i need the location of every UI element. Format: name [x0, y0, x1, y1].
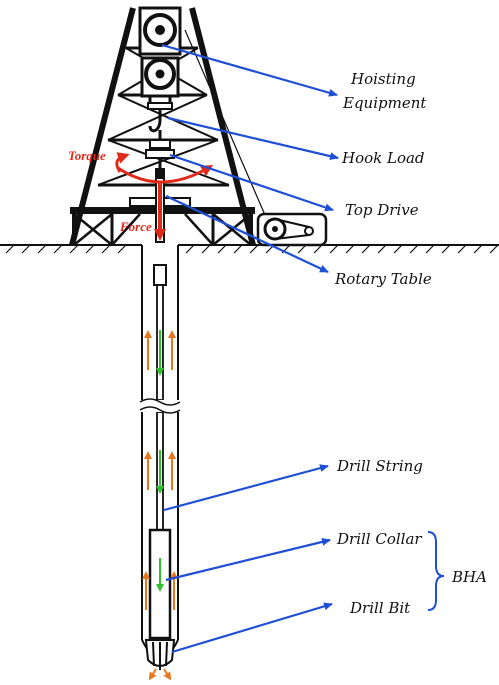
torque-label: Torque	[68, 148, 106, 163]
annulus-flow-arrows	[142, 330, 178, 681]
torque-arrow	[115, 152, 214, 184]
force-label: Force	[119, 219, 152, 234]
drill-string-pipe	[153, 264, 167, 531]
leader-hoisting	[161, 43, 338, 97]
leader-hook-load	[167, 116, 339, 161]
label-hoisting-line1: Hoisting	[350, 70, 416, 88]
depth-break	[139, 398, 181, 414]
crown-block	[138, 6, 182, 56]
leader-arrows	[161, 43, 339, 654]
label-drill-collar: Drill Collar	[336, 530, 422, 548]
drawworks	[256, 212, 328, 247]
label-hoisting-line2: Equipment	[342, 94, 427, 112]
top-drive-unit	[145, 130, 175, 180]
label-drill-string: Drill String	[336, 457, 423, 475]
traveling-block	[140, 56, 180, 110]
label-rotary-table: Rotary Table	[334, 270, 432, 288]
label-bha: BHA	[451, 568, 487, 586]
label-drill-bit: Drill Bit	[349, 599, 411, 617]
ground-surface	[0, 244, 499, 254]
leader-drill-bit	[171, 602, 333, 654]
wellbore	[141, 245, 179, 659]
label-top-drive: Top Drive	[345, 201, 419, 219]
drill-bit	[144, 639, 176, 670]
leader-drill-string	[163, 464, 329, 512]
leader-drill-collar	[165, 538, 331, 582]
leader-rotary-table	[165, 195, 329, 273]
bha-brace	[427, 531, 445, 611]
label-hook-load: Hook Load	[341, 149, 425, 167]
hook	[148, 109, 162, 133]
leader-top-drive	[169, 153, 334, 212]
